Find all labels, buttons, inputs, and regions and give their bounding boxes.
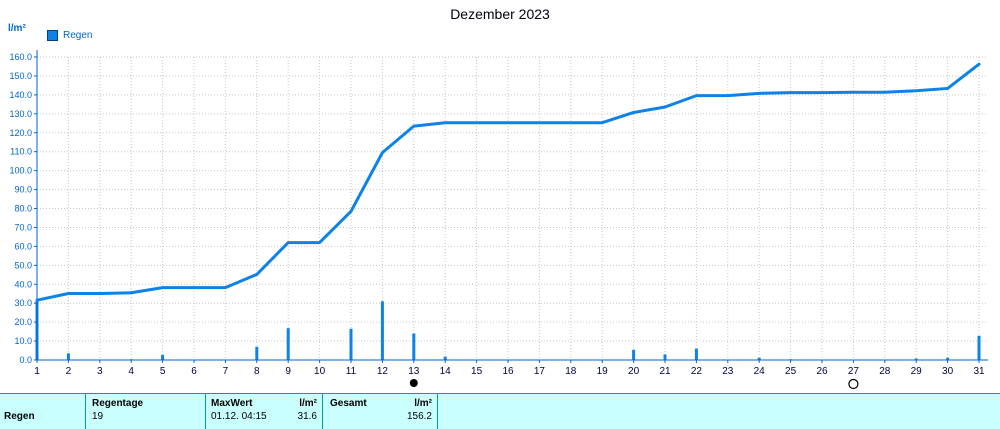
svg-text:160.0: 160.0 — [9, 52, 32, 62]
svg-text:19: 19 — [597, 366, 609, 377]
daily-rain-bar — [255, 346, 259, 360]
svg-text:15: 15 — [471, 366, 483, 377]
svg-text:30: 30 — [942, 366, 954, 377]
svg-text:18: 18 — [565, 366, 577, 377]
svg-text:14: 14 — [440, 366, 452, 377]
new-moon-icon — [409, 379, 418, 387]
svg-text:2: 2 — [66, 366, 72, 377]
svg-text:50.0: 50.0 — [14, 260, 32, 270]
total-header: Gesamt — [330, 398, 367, 409]
table-separator — [85, 394, 86, 429]
max-value-amount: 31.6 — [297, 411, 317, 422]
svg-text:5: 5 — [160, 366, 166, 377]
summary-table: Regen Regentage 19 MaxWert 01.12. 04:15 … — [0, 393, 1000, 429]
daily-rain-bar — [946, 357, 950, 360]
svg-text:20.0: 20.0 — [14, 317, 32, 327]
x-axis-labels: 1 2 3 4 5 6 7 8 9 10 11 12 13 14 15 16 17 18 19 20 21 22 23 24 2… — [34, 360, 985, 377]
daily-rain-bar — [443, 356, 447, 360]
daily-rain-bar — [694, 348, 698, 360]
svg-text:27: 27 — [848, 366, 860, 377]
daily-rain-bar — [914, 358, 918, 360]
table-separator — [205, 394, 206, 429]
rain-cumulative-chart: 0.0 10.0 20.0 30.0 40.0 50.0 60.0 70.0 80.0 90.0 1… — [9, 50, 988, 390]
total-unit-header: l/m² — [414, 398, 432, 409]
svg-text:9: 9 — [285, 366, 291, 377]
y-axis-labels: 0.0 10.0 20.0 30.0 40.0 50.0 60.0 70.0 80.0 90.0 1… — [9, 52, 37, 365]
chart-title: Dezember 2023 — [450, 6, 550, 22]
svg-text:140.0: 140.0 — [9, 90, 32, 100]
daily-rain-bar — [977, 335, 981, 360]
cumulative-rain-line — [35, 62, 981, 302]
max-value-unit-header: l/m² — [299, 398, 317, 409]
full-moon-icon — [848, 378, 859, 390]
svg-text:6: 6 — [191, 366, 197, 377]
daily-rain-bar — [663, 354, 667, 360]
table-separator — [437, 394, 438, 429]
svg-text:100.0: 100.0 — [9, 166, 32, 176]
rain-days-header: Regentage — [92, 398, 144, 409]
svg-text:120.0: 120.0 — [9, 128, 32, 138]
svg-text:16: 16 — [502, 366, 514, 377]
daily-rain-bar — [757, 357, 761, 360]
svg-text:3: 3 — [97, 366, 103, 377]
legend: Regen — [47, 30, 92, 41]
svg-text:31: 31 — [973, 366, 985, 377]
legend-label: Regen — [63, 30, 93, 41]
svg-text:4: 4 — [128, 366, 134, 377]
svg-text:21: 21 — [659, 366, 671, 377]
svg-text:25: 25 — [785, 366, 797, 377]
svg-text:24: 24 — [754, 366, 766, 377]
daily-rain-bar — [632, 349, 636, 360]
max-value-datetime: 01.12. 04:15 — [211, 411, 267, 422]
svg-text:30.0: 30.0 — [14, 298, 32, 308]
footer-row-label: Regen — [4, 411, 35, 422]
daily-rain-bar — [349, 328, 353, 360]
svg-text:10.0: 10.0 — [14, 336, 32, 346]
svg-text:20: 20 — [628, 366, 640, 377]
svg-text:10: 10 — [314, 366, 326, 377]
svg-text:7: 7 — [223, 366, 229, 377]
svg-text:28: 28 — [879, 366, 891, 377]
legend-color-swatch — [47, 30, 58, 41]
svg-text:1: 1 — [34, 366, 40, 377]
svg-text:90.0: 90.0 — [14, 185, 32, 195]
svg-text:70.0: 70.0 — [14, 222, 32, 232]
axes — [36, 50, 988, 361]
svg-text:150.0: 150.0 — [9, 71, 32, 81]
svg-text:23: 23 — [722, 366, 734, 377]
svg-text:22: 22 — [691, 366, 703, 377]
svg-text:8: 8 — [254, 366, 260, 377]
total-amount: 156.2 — [406, 411, 432, 422]
svg-text:12: 12 — [377, 366, 389, 377]
daily-rain-bar — [412, 333, 416, 360]
svg-text:26: 26 — [816, 366, 828, 377]
svg-text:11: 11 — [346, 366, 357, 377]
rain-days-value: 19 — [92, 411, 104, 422]
svg-text:13: 13 — [408, 366, 420, 377]
svg-text:29: 29 — [911, 366, 923, 377]
y-axis-unit-label: l/m² — [8, 23, 26, 34]
gridlines — [37, 56, 986, 360]
svg-text:60.0: 60.0 — [14, 241, 32, 251]
daily-rain-bar — [66, 353, 70, 360]
daily-rain-bar — [161, 354, 165, 360]
svg-text:130.0: 130.0 — [9, 109, 32, 119]
daily-rain-bar — [286, 328, 290, 360]
svg-text:17: 17 — [534, 366, 546, 377]
max-value-header: MaxWert — [211, 398, 253, 409]
svg-text:110.0: 110.0 — [10, 147, 32, 157]
svg-text:0.0: 0.0 — [19, 355, 32, 365]
daily-rain-bar — [380, 301, 384, 360]
svg-text:40.0: 40.0 — [14, 279, 32, 289]
svg-text:80.0: 80.0 — [14, 204, 32, 214]
table-separator — [322, 394, 323, 429]
